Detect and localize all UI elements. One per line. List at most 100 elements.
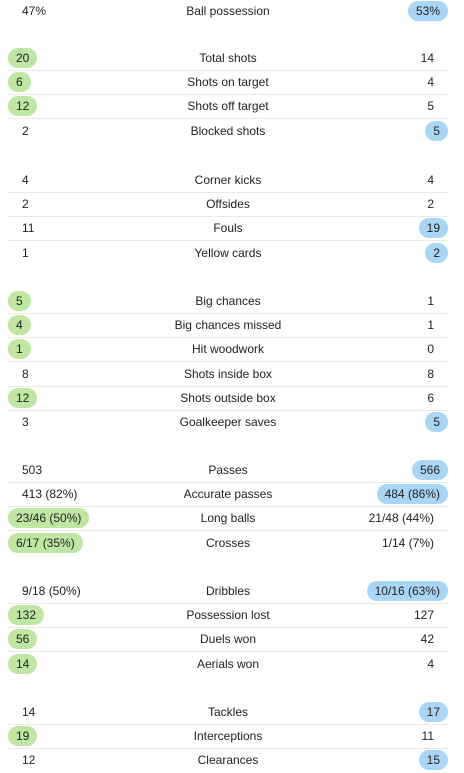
home-value: 6 xyxy=(8,72,31,93)
stat-row-yellow-cards: Yellow cards 1 2 xyxy=(8,241,448,265)
stat-label: Passes xyxy=(208,463,248,477)
away-value: 6 xyxy=(427,390,434,405)
home-value: 12 xyxy=(8,96,38,117)
stat-row-possession-lost: Possession lost 132 127 xyxy=(8,603,448,629)
stat-label: Goalkeeper saves xyxy=(179,415,277,429)
stat-label: Big chances xyxy=(195,294,261,308)
stat-label: Clearances xyxy=(197,753,259,768)
stat-label: Hit woodwork xyxy=(191,342,265,357)
stat-label: Yellow cards xyxy=(194,245,262,260)
stat-row-ball-possession: Ball possession 47% 53% xyxy=(8,0,448,23)
away-value: 5 xyxy=(427,99,434,114)
home-value: 56 xyxy=(8,629,38,650)
away-value: 19 xyxy=(418,218,448,239)
home-value: 1 xyxy=(8,339,31,360)
away-value: 2 xyxy=(427,197,434,212)
home-value: 503 xyxy=(22,463,43,477)
stat-row-hit-woodwork: Hit woodwork 1 0 xyxy=(8,337,448,363)
stat-row-shots-inside-box: Shots inside box 8 8 xyxy=(8,362,448,387)
home-value: 2 xyxy=(22,123,29,138)
stat-label: Crosses xyxy=(205,535,250,550)
away-value: 15 xyxy=(418,750,448,771)
home-value: 5 xyxy=(8,291,31,311)
stat-label: Dribbles xyxy=(205,584,250,598)
away-value: 5 xyxy=(425,120,448,141)
away-value: 484 (86%) xyxy=(376,484,448,505)
stat-label: Blocked shots xyxy=(190,123,266,138)
stat-row-aerials-won: Aerials won 14 4 xyxy=(8,652,448,676)
stat-label: Total shots xyxy=(199,51,257,65)
home-value: 132 xyxy=(8,605,45,626)
home-value: 4 xyxy=(8,315,31,336)
stat-row-shots-on-target: Shots on target 6 4 xyxy=(8,70,448,96)
stat-row-long-balls: Long balls 23/46 (50%) 21/48 (44%) xyxy=(8,506,448,532)
stat-row-passes: Passes 503 566 xyxy=(8,458,448,483)
away-value: 21/48 (44%) xyxy=(368,511,434,526)
home-value: 413 (82%) xyxy=(22,487,78,502)
stat-label: Duels won xyxy=(199,632,257,647)
away-value: 566 xyxy=(411,460,448,480)
home-value: 12 xyxy=(22,753,36,768)
away-value: 53% xyxy=(407,1,448,21)
away-value: 10/16 (63%) xyxy=(366,581,448,601)
stat-row-dribbles: Dribbles 9/18 (50%) 10/16 (63%) xyxy=(8,579,448,604)
stat-label: Offsides xyxy=(206,197,250,212)
stat-label: Aerials won xyxy=(196,656,260,671)
stat-label: Possession lost xyxy=(186,608,270,623)
away-value: 8 xyxy=(427,366,434,381)
stat-row-goalkeeper-saves: Goalkeeper saves 3 5 xyxy=(8,410,448,434)
away-value: 11 xyxy=(421,729,434,744)
away-value: 127 xyxy=(413,608,434,623)
stat-row-blocked-shots: Blocked shots 2 5 xyxy=(8,119,448,143)
home-value: 14 xyxy=(8,653,38,674)
stat-row-offsides: Offsides 2 2 xyxy=(8,192,448,218)
home-value: 20 xyxy=(8,48,38,68)
stat-row-tackles: Tackles 14 17 xyxy=(8,700,448,725)
away-value: 1 xyxy=(427,294,434,308)
away-value: 2 xyxy=(425,242,448,263)
home-value: 23/46 (50%) xyxy=(8,508,90,529)
stat-label: Shots on target xyxy=(187,75,269,90)
home-value: 8 xyxy=(22,366,29,381)
away-value: 0 xyxy=(427,342,434,357)
home-value: 12 xyxy=(8,387,38,408)
stat-row-big-chances: Big chances 5 1 xyxy=(8,289,448,314)
away-value: 4 xyxy=(427,173,434,187)
away-value: 4 xyxy=(427,75,434,90)
stat-label: Tackles xyxy=(207,705,248,719)
stat-label: Long balls xyxy=(200,511,256,526)
away-value: 4 xyxy=(427,656,434,671)
stat-row-shots-off-target: Shots off target 12 5 xyxy=(8,94,448,120)
stat-row-interceptions: Interceptions 19 11 xyxy=(8,724,448,750)
home-value: 14 xyxy=(22,705,36,719)
away-value: 1/14 (7%) xyxy=(381,535,434,550)
home-value: 9/18 (50%) xyxy=(22,584,81,598)
stat-row-total-shots: Total shots 20 14 xyxy=(8,46,448,71)
away-value: 1 xyxy=(427,318,434,333)
stat-label: Accurate passes xyxy=(183,487,273,502)
stat-label: Shots inside box xyxy=(183,366,273,381)
stat-row-accurate-passes: Accurate passes 413 (82%) 484 (86%) xyxy=(8,482,448,508)
home-value: 11 xyxy=(22,221,35,236)
stat-row-crosses: Crosses 6/17 (35%) 1/14 (7%) xyxy=(8,531,448,555)
home-value: 19 xyxy=(8,726,38,747)
away-value: 17 xyxy=(418,702,448,722)
stat-row-big-chances-missed: Big chances missed 4 1 xyxy=(8,313,448,339)
stat-row-corner-kicks: Corner kicks 4 4 xyxy=(8,168,448,193)
stat-label: Shots outside box xyxy=(180,390,276,405)
home-value: 1 xyxy=(22,245,29,260)
stat-row-clearances: Clearances 12 15 xyxy=(8,748,448,772)
stat-label: Big chances missed xyxy=(174,318,282,333)
home-value: 6/17 (35%) xyxy=(8,532,83,553)
home-value: 2 xyxy=(22,197,29,212)
stat-row-duels-won: Duels won 56 42 xyxy=(8,627,448,653)
away-value: 42 xyxy=(420,632,434,647)
stat-label: Shots off target xyxy=(187,99,269,114)
home-value: 47% xyxy=(22,4,47,18)
away-value: 14 xyxy=(420,51,434,65)
stat-label: Ball possession xyxy=(186,4,270,18)
home-value: 4 xyxy=(22,173,29,187)
stat-label: Corner kicks xyxy=(194,173,262,187)
stat-row-fouls: Fouls 11 19 xyxy=(8,216,448,242)
